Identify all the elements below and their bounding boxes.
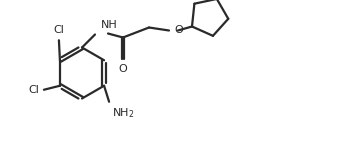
- Text: NH$_2$: NH$_2$: [112, 106, 135, 120]
- Text: O: O: [118, 64, 127, 74]
- Text: O: O: [174, 25, 183, 35]
- Text: Cl: Cl: [53, 25, 64, 35]
- Text: NH: NH: [101, 20, 117, 30]
- Text: Cl: Cl: [29, 85, 39, 95]
